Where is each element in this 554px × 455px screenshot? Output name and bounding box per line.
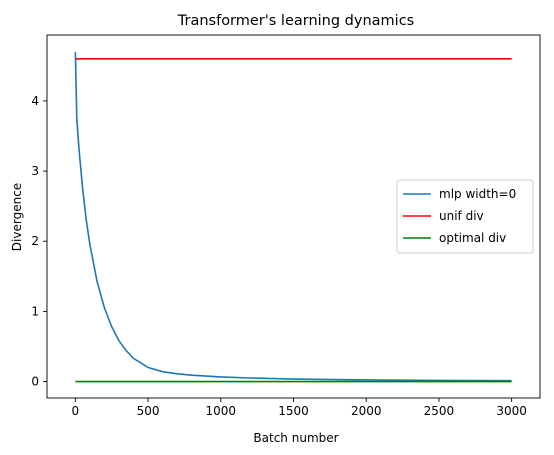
x-tick-label: 1000: [206, 404, 237, 418]
y-tick-label: 2: [31, 234, 39, 248]
x-tick-label: 2500: [424, 404, 455, 418]
legend-label: unif div: [439, 209, 484, 223]
legend-box: [396, 179, 534, 254]
x-axis: 0 500 1000 1500 2000 2500 3000: [72, 398, 527, 418]
x-tick-label: 500: [137, 404, 160, 418]
legend-label: mlp width=0: [439, 187, 516, 201]
x-tick-label: 0: [72, 404, 80, 418]
y-tick-label: 0: [31, 375, 39, 389]
legend-label: optimal div: [439, 231, 506, 245]
y-axis: 0 1 2 3 4: [31, 94, 47, 389]
y-tick-label: 4: [31, 94, 39, 108]
legend: mlp width=0 unif div optimal div: [396, 179, 534, 254]
chart-title: Transformer's learning dynamics: [177, 13, 414, 29]
x-axis-label: Batch number: [253, 431, 338, 445]
y-tick-label: 1: [31, 304, 39, 318]
y-tick-label: 3: [31, 164, 39, 178]
x-tick-label: 1500: [278, 404, 309, 418]
plot-area: [46, 34, 541, 399]
y-axis-label: Divergence: [10, 183, 24, 251]
x-tick-label: 3000: [496, 404, 527, 418]
series-line-0: [74, 51, 512, 382]
x-tick-label: 2000: [351, 404, 382, 418]
